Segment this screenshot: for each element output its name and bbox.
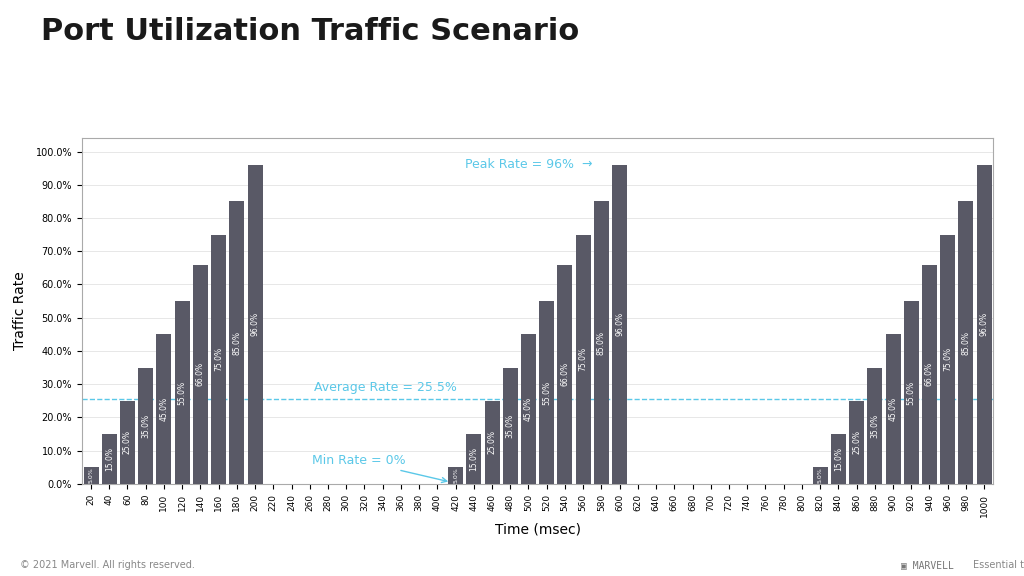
Text: 5.0%: 5.0% bbox=[817, 468, 822, 483]
Bar bbox=[84, 467, 98, 484]
Bar bbox=[575, 234, 591, 484]
Bar bbox=[977, 165, 991, 484]
Text: 66.0%: 66.0% bbox=[196, 362, 205, 386]
Bar bbox=[248, 165, 262, 484]
Bar bbox=[813, 467, 827, 484]
Text: 85.0%: 85.0% bbox=[597, 331, 606, 355]
Bar bbox=[886, 334, 900, 484]
Bar bbox=[138, 367, 154, 484]
Text: 5.0%: 5.0% bbox=[453, 468, 458, 483]
Bar bbox=[958, 202, 974, 484]
Text: Min Rate = 0%: Min Rate = 0% bbox=[311, 454, 446, 483]
Bar bbox=[120, 401, 135, 484]
Text: ▣ MARVELL: ▣ MARVELL bbox=[901, 560, 954, 570]
Bar bbox=[594, 202, 609, 484]
Text: 96.0%: 96.0% bbox=[980, 312, 988, 336]
Bar bbox=[101, 434, 117, 484]
Text: 55.0%: 55.0% bbox=[907, 380, 915, 404]
Bar bbox=[940, 234, 955, 484]
Bar bbox=[229, 202, 245, 484]
Text: Essential technology, done right™: Essential technology, done right™ bbox=[973, 560, 1024, 570]
Text: 96.0%: 96.0% bbox=[251, 312, 259, 336]
Text: 66.0%: 66.0% bbox=[925, 362, 934, 386]
Bar bbox=[557, 264, 572, 484]
Text: Port Utilization Traffic Scenario: Port Utilization Traffic Scenario bbox=[41, 17, 580, 46]
Text: 35.0%: 35.0% bbox=[141, 414, 151, 438]
Text: 45.0%: 45.0% bbox=[889, 397, 897, 421]
Text: 85.0%: 85.0% bbox=[962, 331, 971, 355]
Bar bbox=[503, 367, 518, 484]
Text: 55.0%: 55.0% bbox=[178, 380, 186, 404]
Bar bbox=[922, 264, 937, 484]
Bar bbox=[175, 301, 189, 484]
Bar bbox=[867, 367, 883, 484]
Bar bbox=[449, 467, 463, 484]
Text: 25.0%: 25.0% bbox=[487, 430, 497, 454]
Bar bbox=[484, 401, 500, 484]
Text: 66.0%: 66.0% bbox=[560, 362, 569, 386]
Text: 35.0%: 35.0% bbox=[506, 414, 515, 438]
Text: 15.0%: 15.0% bbox=[104, 447, 114, 471]
Text: 55.0%: 55.0% bbox=[543, 380, 551, 404]
Text: Peak Rate = 96%  →: Peak Rate = 96% → bbox=[465, 158, 592, 171]
Text: 96.0%: 96.0% bbox=[615, 312, 624, 336]
Text: © 2021 Marvell. All rights reserved.: © 2021 Marvell. All rights reserved. bbox=[20, 560, 196, 570]
Bar bbox=[193, 264, 208, 484]
Bar bbox=[540, 301, 554, 484]
Text: 45.0%: 45.0% bbox=[524, 397, 532, 421]
Text: 25.0%: 25.0% bbox=[852, 430, 861, 454]
Text: 75.0%: 75.0% bbox=[214, 347, 223, 372]
Text: 45.0%: 45.0% bbox=[160, 397, 168, 421]
Bar bbox=[466, 434, 481, 484]
Bar bbox=[904, 301, 919, 484]
Text: 85.0%: 85.0% bbox=[232, 331, 242, 355]
X-axis label: Time (msec): Time (msec) bbox=[495, 522, 581, 536]
Text: 35.0%: 35.0% bbox=[870, 414, 880, 438]
Bar bbox=[830, 434, 846, 484]
Text: 5.0%: 5.0% bbox=[88, 468, 93, 483]
Text: Average Rate = 25.5%: Average Rate = 25.5% bbox=[314, 381, 457, 394]
Y-axis label: Traffic Rate: Traffic Rate bbox=[13, 272, 28, 350]
Text: 15.0%: 15.0% bbox=[834, 447, 843, 471]
Bar bbox=[849, 401, 864, 484]
Text: 75.0%: 75.0% bbox=[579, 347, 588, 372]
Bar bbox=[211, 234, 226, 484]
Text: 75.0%: 75.0% bbox=[943, 347, 952, 372]
Bar bbox=[521, 334, 536, 484]
Bar bbox=[612, 165, 627, 484]
Bar bbox=[157, 334, 171, 484]
Text: 15.0%: 15.0% bbox=[469, 447, 478, 471]
Text: 25.0%: 25.0% bbox=[123, 430, 132, 454]
